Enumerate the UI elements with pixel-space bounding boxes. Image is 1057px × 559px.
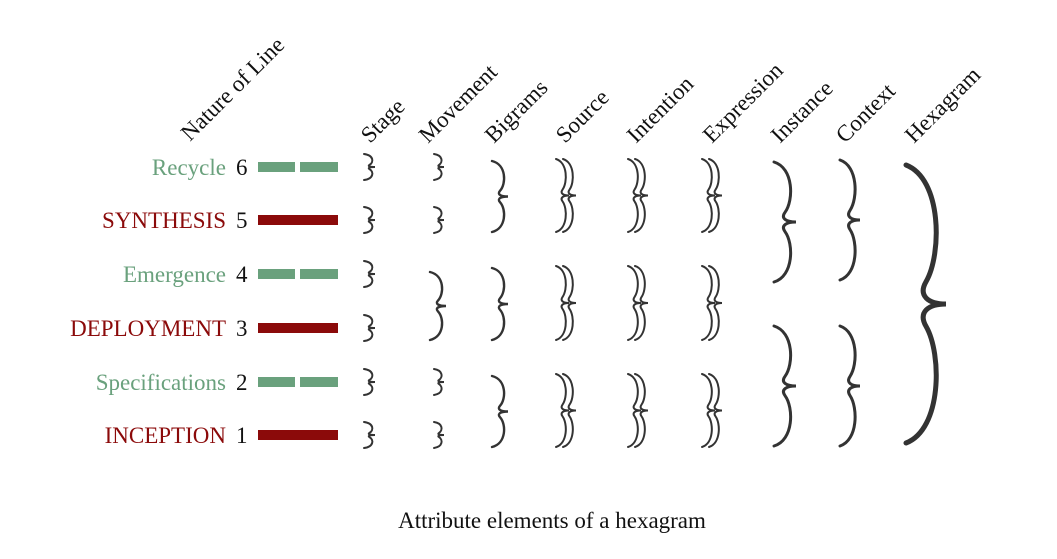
grouping-braces	[363, 153, 947, 449]
expression-brace-2-b	[708, 265, 723, 341]
intention-brace-1-a	[627, 158, 642, 233]
stage-brace-1	[363, 153, 376, 181]
stage-brace-6	[363, 421, 376, 449]
bigram-brace-1	[490, 159, 509, 234]
source-brace-3-a	[555, 373, 570, 448]
source-brace-3-b	[562, 373, 577, 448]
line-number-5: 5	[236, 208, 248, 233]
context-brace-upper	[838, 158, 861, 282]
column-headers: Nature of Line Stage Movement Bigrams So…	[176, 32, 985, 147]
line-number-2: 2	[236, 370, 248, 395]
line-name-1: INCEPTION	[105, 423, 227, 448]
expression-brace-1-b	[708, 158, 723, 233]
line-number-6: 6	[236, 155, 248, 180]
yang-line-bar-3	[258, 323, 338, 333]
yin-line-segment-2-1	[258, 377, 295, 387]
line-rows: Recycle 6 SYNTHESIS 5 Emergence 4 DEPLOYMENT 3 S…	[70, 155, 338, 448]
header-context: Context	[831, 78, 901, 148]
line-number-4: 4	[236, 262, 248, 287]
hexagram-brace	[903, 162, 947, 446]
intention-brace-2-b	[634, 265, 649, 341]
expression-brace-2-a	[701, 265, 716, 341]
header-intention: Intention	[622, 71, 699, 148]
movement-brace-2	[433, 206, 445, 234]
line-name-4: Emergence	[123, 262, 226, 287]
expression-brace-3-a	[701, 373, 716, 448]
header-nature-of-line: Nature of Line	[176, 32, 289, 145]
bigram-brace-2	[490, 266, 509, 342]
header-instance: Instance	[766, 76, 838, 148]
source-brace-2-b	[562, 265, 577, 341]
line-name-3: DEPLOYMENT	[70, 316, 226, 341]
intention-brace-2-a	[627, 265, 642, 341]
line-number-3: 3	[236, 316, 248, 341]
expression-brace-1-a	[701, 158, 716, 233]
source-brace-1-a	[555, 158, 570, 233]
yin-line-segment-6-2	[300, 162, 338, 172]
intention-brace-3-b	[634, 373, 649, 448]
movement-brace-5	[433, 368, 445, 396]
instance-brace-upper	[772, 160, 797, 284]
line-number-1: 1	[236, 423, 248, 448]
movement-brace-group	[428, 270, 447, 342]
yang-line-bar-5	[258, 215, 338, 225]
header-source: Source	[551, 85, 614, 148]
line-name-6: Recycle	[152, 155, 226, 180]
bigram-brace-3	[490, 374, 509, 449]
stage-brace-4	[363, 314, 376, 342]
yin-line-segment-2-2	[300, 377, 338, 387]
yang-line-bar-1	[258, 430, 338, 440]
yin-line-segment-4-2	[300, 269, 338, 279]
yin-line-segment-6-1	[258, 162, 295, 172]
movement-brace-1	[433, 153, 445, 181]
header-stage: Stage	[356, 94, 410, 148]
header-hexagram: Hexagram	[900, 62, 985, 147]
line-name-5: SYNTHESIS	[102, 208, 226, 233]
yin-line-segment-4-1	[258, 269, 295, 279]
source-brace-2-a	[555, 265, 570, 341]
stage-brace-2	[363, 206, 376, 234]
stage-brace-3	[363, 260, 376, 288]
instance-brace-lower	[772, 324, 797, 448]
context-brace-lower	[838, 324, 861, 448]
movement-brace-6	[433, 421, 445, 449]
expression-brace-3-b	[708, 373, 723, 448]
source-brace-1-b	[562, 158, 577, 233]
diagram-caption: Attribute elements of a hexagram	[398, 508, 706, 533]
intention-brace-3-a	[627, 373, 642, 448]
intention-brace-1-b	[634, 158, 649, 233]
stage-brace-5	[363, 368, 376, 396]
line-name-2: Specifications	[96, 370, 226, 395]
